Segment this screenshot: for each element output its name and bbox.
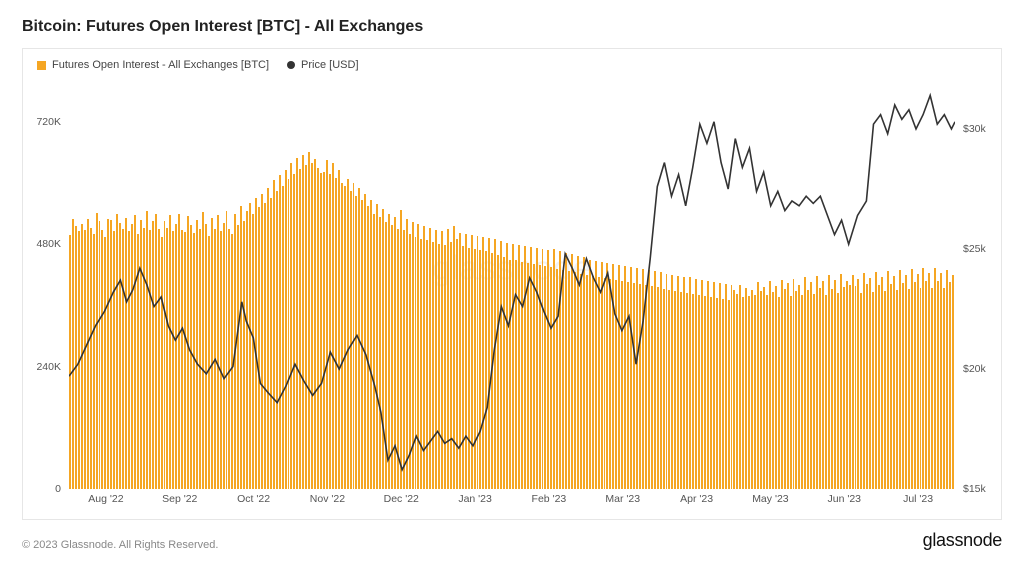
x-tick: Sep '22 [162,493,197,505]
x-tick: Jun '23 [827,493,861,505]
legend: Futures Open Interest - All Exchanges [B… [23,59,1001,77]
legend-item-line: Price [USD] [287,59,358,71]
y-axis-right: $15k$20k$25k$30k [957,81,1001,489]
y-left-tick: 720K [36,116,61,128]
legend-item-bars: Futures Open Interest - All Exchanges [B… [37,59,269,71]
legend-label-bars: Futures Open Interest - All Exchanges [B… [52,59,269,71]
legend-swatch-line [287,61,295,69]
chart-container: Futures Open Interest - All Exchanges [B… [22,48,1002,520]
y-right-tick: $20k [963,363,986,375]
y-left-tick: 240K [36,361,61,373]
x-tick: Nov '22 [310,493,345,505]
legend-label-line: Price [USD] [301,59,358,71]
x-tick: Oct '22 [237,493,270,505]
chart-title: Bitcoin: Futures Open Interest [BTC] - A… [22,18,1002,36]
x-tick: Feb '23 [532,493,567,505]
price-line [69,81,955,489]
x-tick: May '23 [752,493,788,505]
x-tick: Jan '23 [458,493,492,505]
y-right-tick: $15k [963,483,986,495]
x-tick: Dec '22 [384,493,419,505]
y-axis-left: 0240K480K720K [23,81,67,489]
footer: © 2023 Glassnode. All Rights Reserved. g… [22,530,1002,551]
x-tick: Aug '22 [88,493,123,505]
plot-area: glassnode [69,81,955,489]
x-tick: Jul '23 [903,493,933,505]
brand-logo: glassnode [923,530,1002,551]
legend-swatch-bars [37,61,46,70]
x-tick: Mar '23 [605,493,640,505]
y-right-tick: $25k [963,243,986,255]
y-left-tick: 0 [55,483,61,495]
x-axis: Aug '22 Sep '22 Oct '22 Nov '22 Dec '22 Jan '… [69,493,955,509]
y-left-tick: 480K [36,238,61,250]
x-tick: Apr '23 [680,493,713,505]
copyright-text: © 2023 Glassnode. All Rights Reserved. [22,539,218,551]
y-right-tick: $30k [963,123,986,135]
